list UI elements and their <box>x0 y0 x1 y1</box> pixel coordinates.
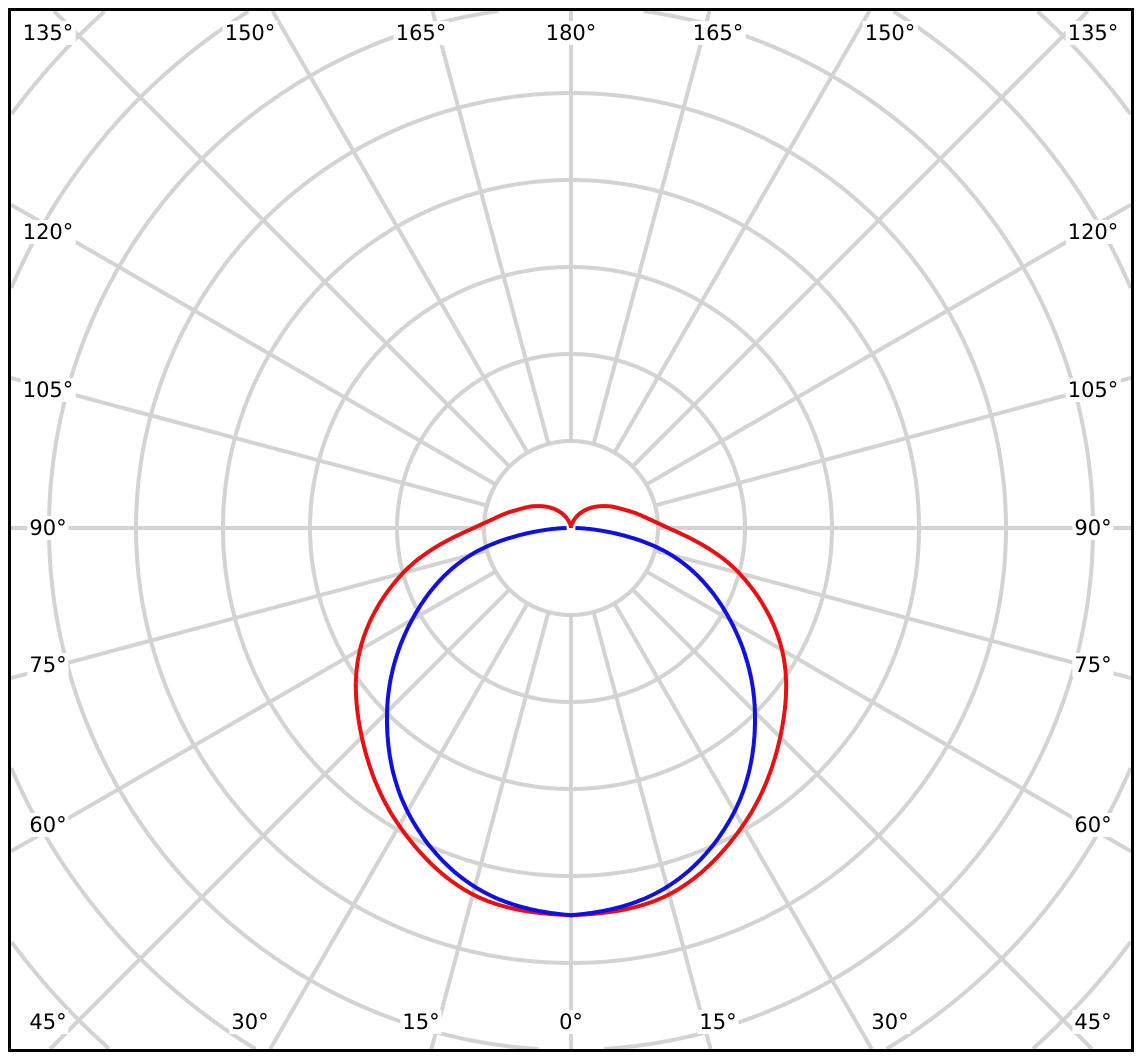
grid-spoke <box>612 11 872 454</box>
angle-label: 90° <box>27 516 69 540</box>
angle-label: 180° <box>543 21 599 45</box>
grid-spoke <box>11 202 497 487</box>
series-curve-2 <box>385 526 757 918</box>
angle-label: 105° <box>1065 378 1121 402</box>
grid-ring <box>11 11 1131 1049</box>
angle-label: 15° <box>400 1010 442 1034</box>
curves <box>353 504 789 918</box>
angle-label: 30° <box>869 1010 911 1034</box>
angle-label: 135° <box>20 21 76 45</box>
angle-label: 90° <box>1072 516 1114 540</box>
polar-grid <box>11 11 1131 1049</box>
angle-label: 60° <box>27 813 69 837</box>
grid-spoke <box>631 588 1094 1049</box>
grid-spoke <box>48 588 511 1049</box>
angle-label: 0° <box>557 1010 585 1034</box>
angle-label: 60° <box>1072 813 1114 837</box>
angle-label: 150° <box>222 21 278 45</box>
angle-label: 165° <box>690 21 746 45</box>
grid-spoke <box>11 548 488 681</box>
angle-label: 45° <box>27 1010 69 1034</box>
grid-ring <box>11 11 1131 1049</box>
grid-spoke <box>270 11 530 454</box>
grid-spoke <box>11 375 488 508</box>
angle-label: 105° <box>20 378 76 402</box>
polar-chart: 135° 120° 105° 90° 75° 60° 45° 135° 120° 105° 90° 7… <box>8 8 1134 1052</box>
angle-label: 165° <box>393 21 449 45</box>
angle-label: 120° <box>1065 220 1121 244</box>
angle-label: 30° <box>229 1010 271 1034</box>
angle-label: 45° <box>1072 1010 1114 1034</box>
grid-spoke <box>430 11 551 445</box>
grid-spoke <box>631 11 1090 468</box>
grid-spoke <box>654 375 1131 508</box>
angle-label: 15° <box>697 1010 739 1034</box>
polar-plot <box>11 11 1131 1049</box>
angle-label: 120° <box>20 220 76 244</box>
grid-spoke <box>591 11 712 445</box>
grid-spoke <box>429 611 551 1049</box>
angle-label: 135° <box>1065 21 1121 45</box>
grid-spoke <box>591 611 713 1049</box>
grid-spoke <box>52 11 511 468</box>
angle-label: 75° <box>1072 653 1114 677</box>
grid-spoke <box>645 202 1131 487</box>
grid-ring <box>47 11 1095 1049</box>
angle-label: 75° <box>27 653 69 677</box>
angle-label: 150° <box>862 21 918 45</box>
grid-spoke <box>654 548 1131 681</box>
